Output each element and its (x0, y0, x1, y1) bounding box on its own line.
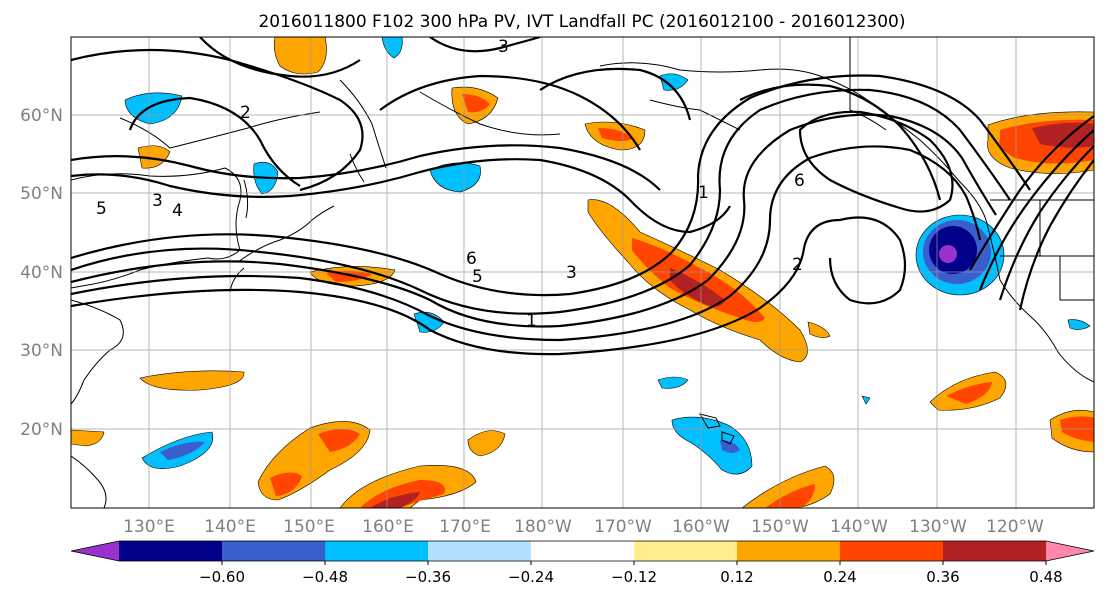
lon-label: 170°W (594, 517, 652, 537)
colorbar-segment (943, 541, 1047, 561)
colorbar-segment (222, 541, 326, 561)
colorbar-outline (70, 540, 1095, 562)
colorbar-tick-label: 0.36 (926, 568, 959, 586)
map-grid (71, 37, 1094, 508)
longitude-labels: 130°E 140°E 150°E 160°E 170°E 180°W 170°… (123, 517, 1044, 537)
contour-label: 5 (472, 267, 483, 287)
contour-label: 3 (152, 191, 163, 211)
lon-label: 140°E (204, 517, 256, 537)
lat-label: 40°N (20, 263, 63, 283)
colorbar-tick-label: 0.12 (720, 568, 753, 586)
colorbar-tick-label: −0.36 (405, 568, 451, 586)
colorbar-tick-label: −0.60 (199, 568, 245, 586)
colorbar-tick-label: 0.24 (823, 568, 856, 586)
contour-label: 3 (498, 37, 509, 57)
contour-label: 1 (526, 311, 537, 331)
contour-label: 2 (240, 103, 251, 123)
colorbar-segment (119, 541, 223, 561)
lon-label: 170°E (439, 517, 491, 537)
contour-labels: 3 2 5 3 4 6 5 3 1 1 6 2 (96, 37, 805, 331)
lon-label: 130°E (123, 517, 175, 537)
lat-label: 30°N (20, 341, 63, 361)
contour-label: 5 (96, 199, 107, 219)
colorbar-segment (325, 541, 429, 561)
colorbar-segment (531, 541, 635, 561)
colorbar-segment (428, 541, 532, 561)
map-frame (70, 36, 1095, 509)
colorbar-tick-label: 0.48 (1029, 568, 1062, 586)
lon-label: 150°W (751, 517, 809, 537)
colorbar-tick-label: −0.48 (302, 568, 348, 586)
lon-label: 120°W (986, 517, 1044, 537)
lon-label: 130°W (909, 517, 967, 537)
colorbar: −0.60 −0.48 −0.36 −0.24 −0.12 0.12 0.24 0.36 0.4… (70, 540, 1095, 586)
lon-label: 140°W (830, 517, 888, 537)
lat-label: 60°N (20, 106, 63, 126)
contour-label: 6 (466, 249, 477, 269)
colorbar-segment (840, 541, 944, 561)
colorbar-segment (634, 541, 738, 561)
colorbar-tick-label: −0.12 (611, 568, 657, 586)
lon-label: 160°E (362, 517, 414, 537)
contour-label: 2 (792, 255, 803, 275)
map-area: 3 2 5 3 4 6 5 3 1 1 6 2 (71, 37, 1094, 508)
contour-label: 6 (794, 171, 805, 191)
latitude-labels: 60°N 50°N 40°N 30°N 20°N (20, 106, 63, 440)
lon-label: 160°W (672, 517, 730, 537)
colorbar-segment (737, 541, 841, 561)
lat-label: 50°N (20, 184, 63, 204)
coastlines (71, 62, 1094, 508)
contour-label: 4 (172, 201, 183, 221)
lon-label: 150°E (283, 517, 335, 537)
contour-label: 1 (698, 183, 709, 203)
lon-label: 180°W (514, 517, 572, 537)
contour-label: 3 (566, 263, 577, 283)
colorbar-extend-low (71, 541, 119, 561)
lat-label: 20°N (20, 420, 63, 440)
colorbar-tick-label: −0.24 (508, 568, 554, 586)
figure-title: 2016011800 F102 300 hPa PV, IVT Landfall… (258, 12, 905, 32)
colorbar-extend-high (1046, 541, 1094, 561)
ivt-contours (71, 37, 1094, 356)
